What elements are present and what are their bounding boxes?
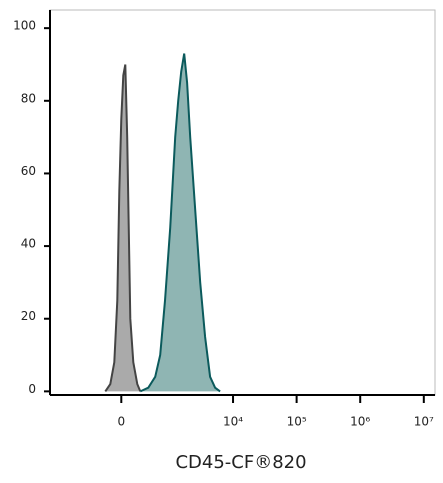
y-tick-label: 0 (28, 382, 36, 396)
plot-frame (49, 9, 436, 396)
y-tick-label: 20 (21, 309, 36, 323)
y-tick-label: 100 (13, 19, 36, 33)
y-tick-label: 80 (21, 91, 36, 105)
histogram-fill (140, 53, 221, 392)
histogram-line (104, 64, 142, 392)
x-tick-label: 10⁶ (350, 415, 370, 429)
y-tick-label: 40 (21, 237, 36, 251)
y-tick-label: 60 (21, 164, 36, 178)
x-tick-label: 0 (117, 415, 125, 429)
histogram-line (139, 53, 221, 393)
x-tick-label: 10⁷ (414, 415, 434, 429)
histogram-fill (105, 64, 141, 392)
x-axis-title: CD45-CF®820 (175, 452, 306, 473)
x-tick-label: 10⁴ (223, 415, 243, 429)
x-tick-label: 10⁵ (287, 415, 307, 429)
